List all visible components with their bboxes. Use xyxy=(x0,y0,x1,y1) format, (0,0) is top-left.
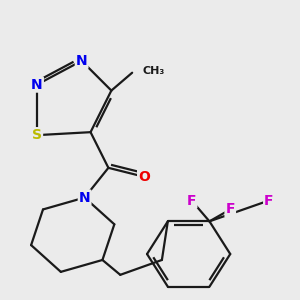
Text: F: F xyxy=(264,194,274,208)
Text: N: N xyxy=(31,78,43,92)
Text: F: F xyxy=(226,202,235,216)
Text: N: N xyxy=(79,190,90,205)
Text: CH₃: CH₃ xyxy=(142,66,165,76)
Text: N: N xyxy=(76,54,88,68)
Text: O: O xyxy=(138,170,150,184)
Text: S: S xyxy=(32,128,42,142)
Text: F: F xyxy=(187,194,196,208)
